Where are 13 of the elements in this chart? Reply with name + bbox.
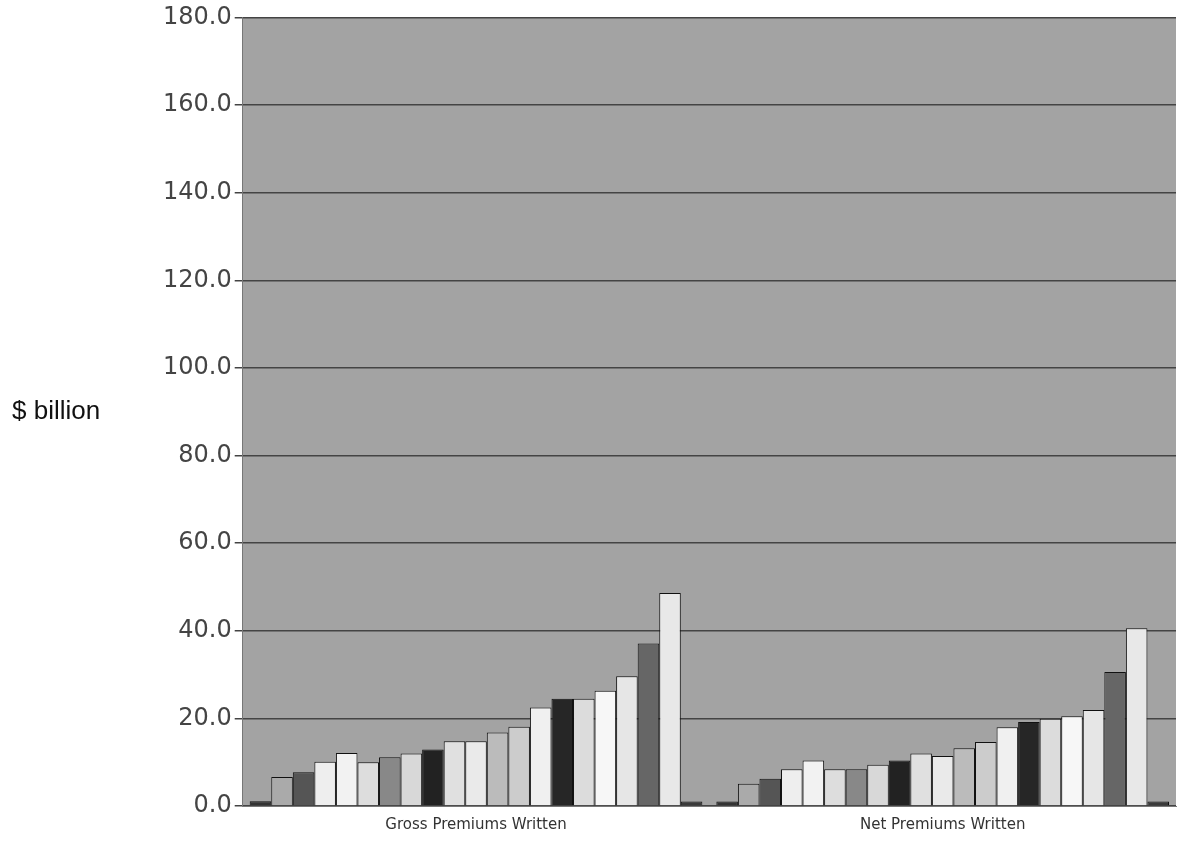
x-tick-label: Gross Premiums Written [385, 814, 567, 833]
y-axis-title: $ billion [12, 394, 101, 425]
x-tick-label: Net Premiums Written [859, 814, 1026, 833]
y-tick-label: 180.0 [162, 1, 232, 30]
y-tick-label: 80.0 [178, 439, 232, 468]
y-tick-label: 60.0 [178, 527, 232, 556]
y-tick-label: 140.0 [162, 176, 232, 205]
y-tick-label: 40.0 [178, 614, 232, 643]
y-tick-label: 100.0 [162, 352, 232, 381]
y-tick-label: 120.0 [162, 264, 232, 293]
y-tick-label: 0.0 [193, 790, 232, 819]
y-tick-label: 20.0 [178, 702, 232, 731]
y-tick-label: 160.0 [162, 89, 232, 118]
